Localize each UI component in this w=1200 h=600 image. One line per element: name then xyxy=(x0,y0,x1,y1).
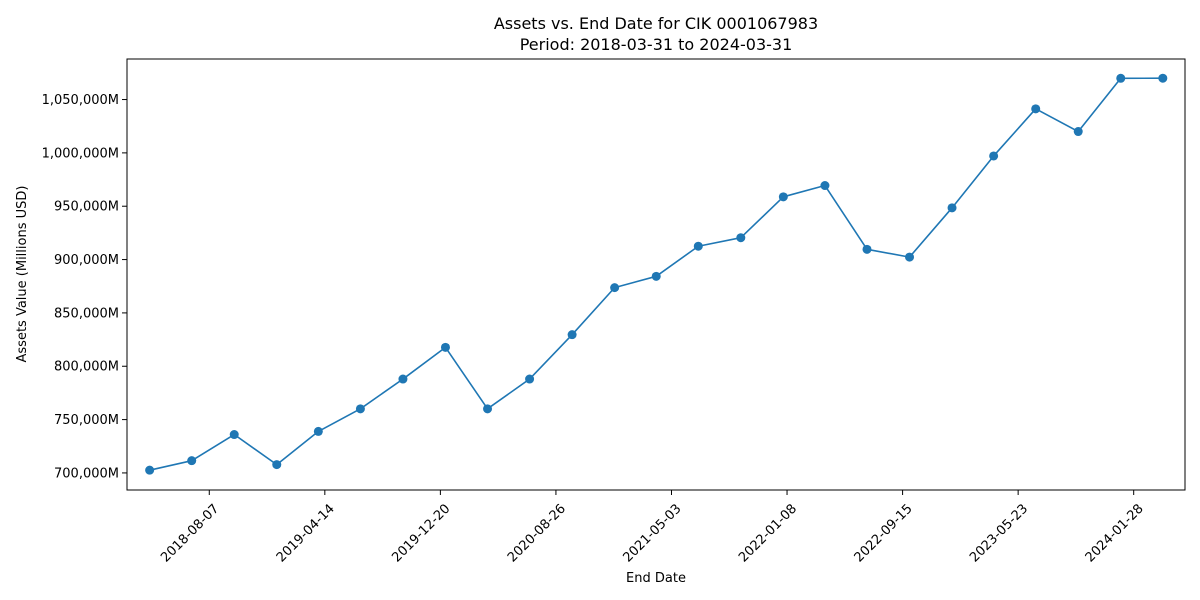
data-point xyxy=(229,430,239,440)
data-point xyxy=(610,283,620,293)
data-point xyxy=(905,252,915,262)
data-point xyxy=(355,404,365,414)
x-tick-label: 2021-05-03 xyxy=(620,501,684,565)
y-tick-label: 750,000M xyxy=(54,413,119,428)
data-point xyxy=(1116,73,1126,83)
chart-title: Assets vs. End Date for CIK 0001067983 xyxy=(494,14,818,33)
data-point xyxy=(736,233,746,243)
x-tick-label: 2019-12-20 xyxy=(389,501,453,565)
data-point xyxy=(525,374,535,384)
x-tick-label: 2022-09-15 xyxy=(852,501,916,565)
data-point xyxy=(1158,73,1168,83)
x-tick-label: 2019-04-14 xyxy=(274,501,338,565)
chart-subtitle: Period: 2018-03-31 to 2024-03-31 xyxy=(520,35,793,54)
data-point xyxy=(145,465,155,475)
data-point xyxy=(483,404,493,414)
series-layer xyxy=(145,73,1168,475)
y-tick-label: 800,000M xyxy=(54,360,119,375)
y-tick-label: 700,000M xyxy=(54,466,119,481)
data-point xyxy=(778,192,788,202)
x-tick-label: 2024-01-28 xyxy=(1083,501,1147,565)
axis-ticks: 700,000M 750,000M 800,000M 850,000M 900,000M… xyxy=(42,93,1147,565)
x-tick-label: 2022-01-08 xyxy=(736,501,800,565)
plot-frame xyxy=(126,58,1186,491)
data-point xyxy=(440,342,450,352)
y-tick-label: 900,000M xyxy=(54,253,119,268)
data-point xyxy=(947,203,957,213)
y-tick-label: 850,000M xyxy=(54,306,119,321)
data-point xyxy=(1073,127,1083,137)
data-point xyxy=(398,374,408,384)
data-point xyxy=(1031,104,1041,114)
data-point xyxy=(272,460,282,470)
x-tick-label: 2018-08-07 xyxy=(158,501,222,565)
data-point xyxy=(989,151,999,161)
data-point xyxy=(313,426,323,436)
data-point xyxy=(567,330,577,340)
data-point xyxy=(187,456,197,466)
y-tick-label: 1,050,000M xyxy=(42,93,119,108)
data-point xyxy=(862,244,872,254)
data-point xyxy=(693,241,703,251)
y-tick-label: 950,000M xyxy=(54,200,119,215)
x-tick-label: 2023-05-23 xyxy=(967,501,1031,565)
x-axis-label: End Date xyxy=(626,571,686,586)
data-point xyxy=(651,271,661,281)
data-point xyxy=(820,181,830,191)
y-tick-label: 1,000,000M xyxy=(42,146,119,161)
y-axis-label: Assets Value (Millions USD) xyxy=(15,186,30,363)
x-tick-label: 2020-08-26 xyxy=(505,501,569,565)
